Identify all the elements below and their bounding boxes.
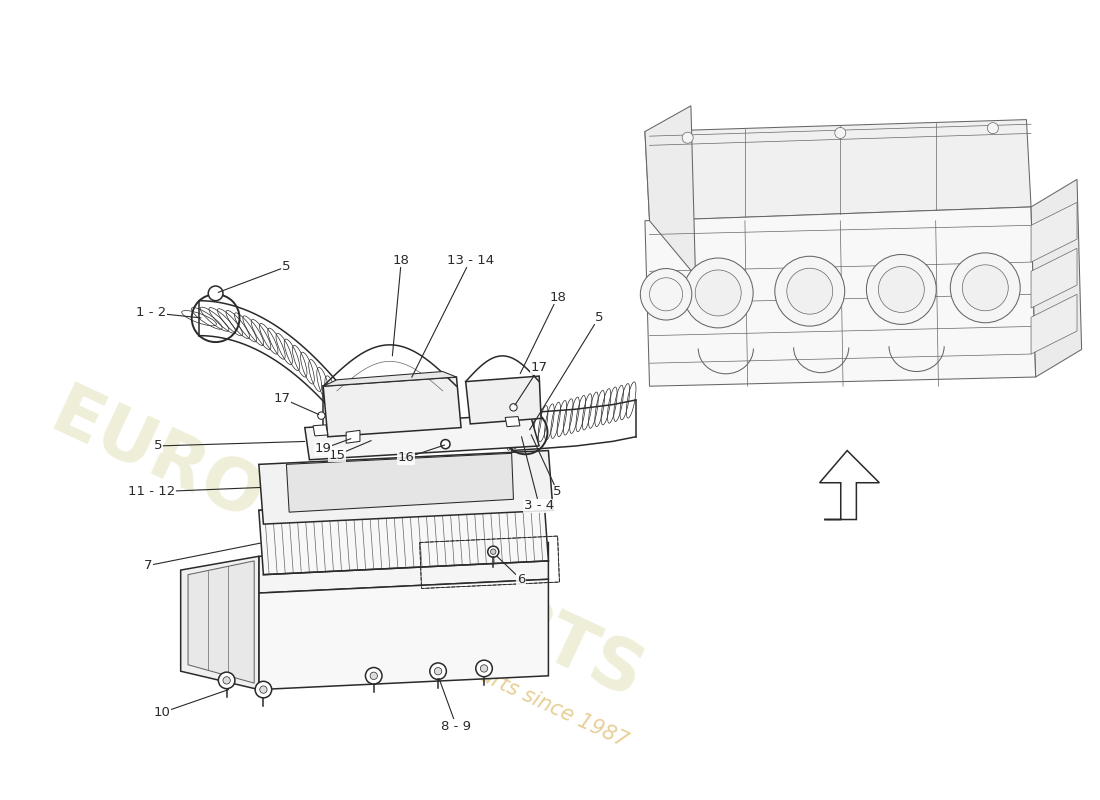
Polygon shape (645, 106, 695, 276)
Polygon shape (1031, 179, 1081, 377)
Text: 5: 5 (153, 439, 305, 453)
Circle shape (950, 253, 1020, 322)
Polygon shape (465, 376, 541, 424)
Circle shape (370, 672, 377, 679)
Circle shape (255, 682, 272, 698)
Circle shape (487, 546, 498, 558)
Circle shape (481, 665, 487, 672)
Circle shape (430, 663, 447, 679)
Text: 3 - 4: 3 - 4 (521, 437, 554, 512)
Polygon shape (258, 497, 549, 574)
Text: a passion for parts since 1987: a passion for parts since 1987 (337, 600, 631, 751)
Text: 1 - 2: 1 - 2 (136, 306, 201, 319)
Text: 17: 17 (515, 362, 548, 405)
Polygon shape (505, 417, 520, 426)
Polygon shape (1031, 202, 1077, 262)
Circle shape (683, 258, 754, 328)
Text: 19: 19 (315, 438, 351, 455)
Polygon shape (258, 542, 549, 593)
Polygon shape (645, 207, 1035, 386)
Circle shape (640, 269, 692, 320)
Circle shape (786, 268, 833, 314)
Circle shape (682, 132, 693, 143)
Polygon shape (314, 425, 328, 436)
Text: 5: 5 (531, 434, 562, 498)
Circle shape (835, 127, 846, 138)
Text: 13 - 14: 13 - 14 (411, 254, 494, 378)
Text: 17: 17 (273, 392, 319, 414)
Polygon shape (820, 450, 879, 519)
Polygon shape (180, 556, 258, 690)
Text: 18: 18 (520, 290, 566, 374)
Circle shape (695, 270, 741, 316)
Circle shape (867, 254, 936, 324)
Polygon shape (1031, 248, 1077, 308)
Polygon shape (1031, 294, 1077, 354)
Text: 15: 15 (329, 441, 371, 462)
Circle shape (509, 404, 517, 411)
Text: 5: 5 (529, 310, 603, 430)
Polygon shape (323, 371, 456, 386)
Polygon shape (258, 450, 553, 524)
Text: 18: 18 (393, 254, 409, 356)
Circle shape (879, 266, 924, 313)
Circle shape (441, 439, 450, 449)
Polygon shape (188, 561, 254, 683)
Circle shape (774, 256, 845, 326)
Circle shape (962, 265, 1009, 310)
Text: EUROCARPARTS: EUROCARPARTS (40, 379, 653, 714)
Circle shape (208, 286, 223, 301)
Circle shape (491, 549, 496, 554)
Text: 16: 16 (397, 445, 444, 465)
Circle shape (318, 412, 324, 419)
Polygon shape (323, 377, 461, 437)
Circle shape (476, 660, 493, 677)
Circle shape (365, 667, 382, 684)
Polygon shape (258, 579, 549, 690)
Circle shape (219, 672, 235, 689)
Polygon shape (645, 120, 1031, 221)
Circle shape (223, 677, 230, 684)
Text: 11 - 12: 11 - 12 (128, 486, 261, 498)
Text: 10: 10 (154, 690, 229, 719)
Circle shape (434, 667, 442, 675)
Text: 5: 5 (218, 260, 290, 292)
Polygon shape (286, 454, 514, 512)
Text: 8 - 9: 8 - 9 (439, 678, 472, 733)
Circle shape (988, 122, 999, 134)
Polygon shape (346, 430, 360, 443)
Polygon shape (305, 414, 539, 460)
Text: 7: 7 (144, 543, 261, 572)
Circle shape (260, 686, 267, 694)
Text: 6: 6 (497, 556, 525, 586)
